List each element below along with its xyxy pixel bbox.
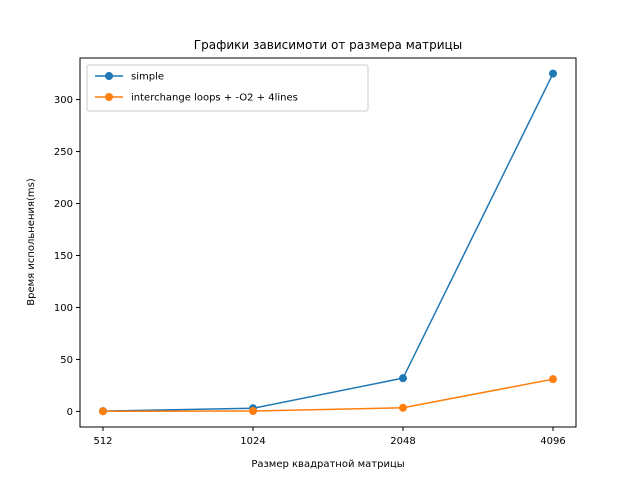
y-tick-label: 300 [54,95,73,106]
y-tick-label: 250 [54,147,73,158]
chart-title: Графики зависимоти от размера матрицы [194,38,462,52]
y-axis: 0 50 100 150 200 250 300 [54,95,80,418]
y-tick-label: 0 [67,407,73,418]
y-axis-label: Время испольнения(ms) [26,178,37,306]
data-point [399,374,407,383]
x-tick-label: 4096 [540,436,565,447]
plot-area [99,69,557,416]
legend-marker [105,72,113,80]
legend-box [86,64,369,112]
legend-label: interchange loops + -O2 + 4lines [131,93,298,104]
legend-marker [105,93,113,101]
data-point [549,375,557,384]
data-point [249,406,257,415]
y-tick-label: 150 [54,251,73,262]
y-tick-label: 100 [54,303,73,314]
data-point [399,403,407,412]
x-tick-label: 1024 [240,436,265,447]
plot-frame [79,57,577,428]
x-axis: 512 1024 2048 4096 [93,427,566,447]
y-tick-label: 200 [54,199,73,210]
series-line [102,73,554,412]
data-point [549,69,557,78]
legend: simple interchange loops + -O2 + 4lines [86,64,369,112]
x-tick-label: 2048 [390,436,415,447]
legend-label: simple [131,72,164,83]
series-line [102,378,554,413]
x-axis-label: Размер квадратной матрицы [251,459,404,470]
data-point [99,407,107,416]
y-tick-label: 50 [60,355,73,366]
x-tick-label: 512 [93,436,112,447]
